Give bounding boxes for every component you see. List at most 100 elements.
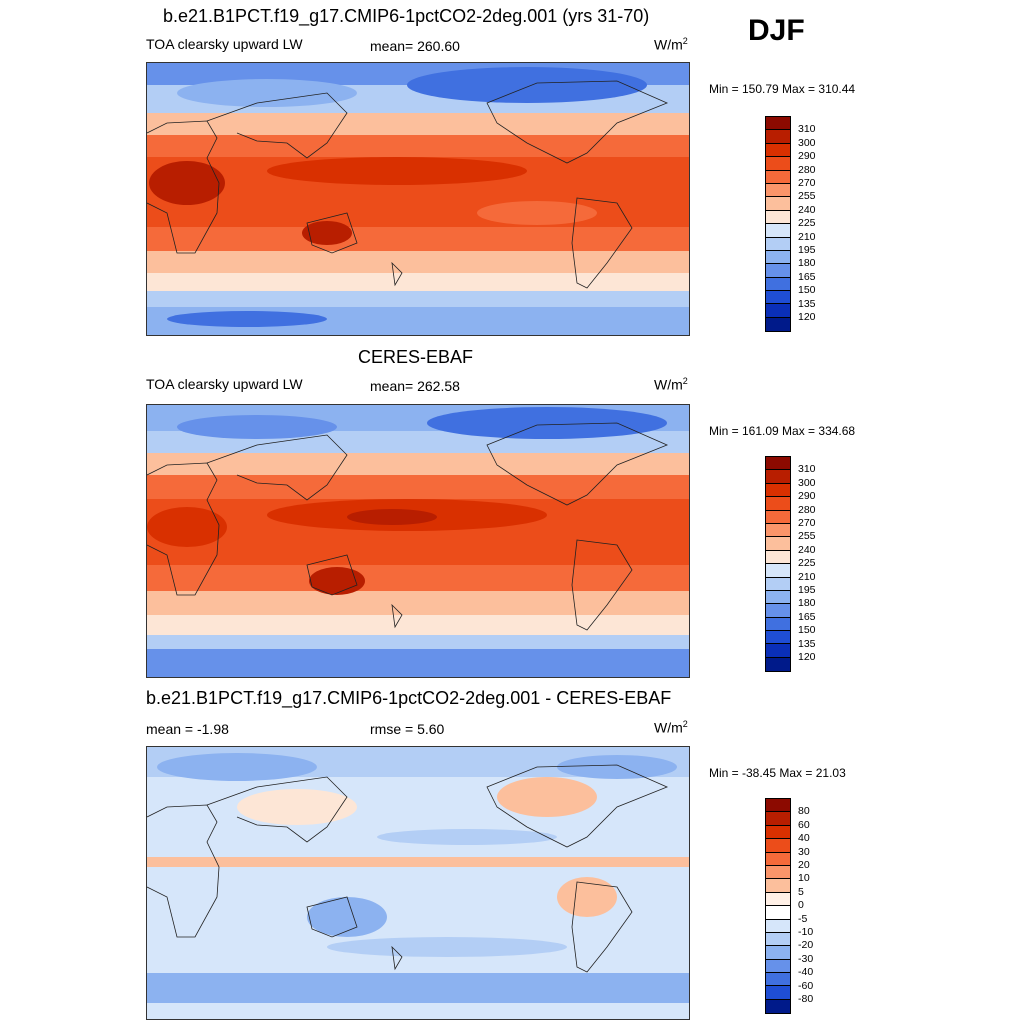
colorbar-tick-label: -5: [798, 912, 808, 925]
colorbar-segment: [766, 932, 790, 947]
colorbar-segment: [766, 523, 790, 538]
colorbar-segment: [766, 825, 790, 840]
colorbar-tick-label: 300: [798, 136, 816, 149]
colorbar-segment: [766, 497, 790, 511]
panel2-colorbar: [765, 456, 791, 673]
panel2-mean: mean= 262.58: [370, 378, 460, 394]
colorbar-tick-label: 180: [798, 257, 816, 270]
panel3-title: b.e21.B1PCT.f19_g17.CMIP6-1pctCO2-2deg.0…: [146, 688, 672, 708]
colorbar-segment: [766, 197, 790, 211]
colorbar-tick-label: -80: [798, 993, 814, 1005]
panel3-rmse: rmse = 5.60: [370, 721, 445, 737]
colorbar-segment: [766, 919, 790, 933]
colorbar-segment: [766, 577, 790, 591]
colorbar-segment: [766, 906, 790, 920]
colorbar-tick-label: 210: [798, 570, 816, 583]
colorbar-tick-label: 60: [798, 818, 810, 831]
panel1-minmax: Min = 150.79 Max = 310.44: [709, 82, 856, 96]
colorbar-tick-label: 255: [798, 190, 816, 203]
panel2-variable: TOA clearsky upward LW: [146, 376, 303, 392]
colorbar-tick-label: -10: [798, 926, 814, 938]
colorbar-segment: [766, 879, 790, 893]
colorbar-tick-label: 135: [798, 297, 816, 310]
colorbar-tick-label: 150: [798, 284, 816, 297]
panel1-map-field: [147, 63, 689, 335]
colorbar-segment: [766, 157, 790, 171]
colorbar-tick-label: 20: [798, 859, 810, 871]
colorbar-segment: [766, 617, 790, 632]
colorbar-tick-label: 150: [798, 624, 816, 637]
panel3-minmax: Min = -38.45 Max = 21.03: [709, 766, 846, 780]
colorbar-tick-label: 280: [798, 163, 816, 176]
colorbar-tick-label: 30: [798, 845, 810, 858]
season-label: DJF: [748, 14, 805, 47]
colorbar-segment: [766, 483, 790, 498]
colorbar-tick-label: 290: [798, 150, 816, 163]
colorbar-tick-label: 225: [798, 557, 816, 570]
panel2-coastlines: [147, 422, 669, 631]
colorbar-segment: [766, 117, 790, 131]
colorbar-segment: [766, 510, 790, 524]
colorbar-tick-label: 0: [798, 899, 804, 912]
colorbar-tick-label: 195: [798, 244, 816, 256]
colorbar-segment: [766, 959, 790, 974]
panel2-units: W/m2: [654, 376, 688, 393]
colorbar-segment: [766, 210, 790, 225]
panel1-map: [146, 62, 690, 336]
panel1-variable: TOA clearsky upward LW: [146, 36, 303, 52]
colorbar-segment: [766, 812, 790, 826]
colorbar-tick-label: 135: [798, 637, 816, 650]
colorbar-segment: [766, 470, 790, 484]
colorbar-tick-label: 210: [798, 230, 816, 243]
panel3-units: W/m2: [654, 719, 688, 736]
colorbar-tick-label: 225: [798, 217, 816, 230]
panel3-coastlines: [147, 764, 669, 973]
colorbar-segment: [766, 865, 790, 880]
panel2-map: [146, 404, 690, 678]
panel2-map-field: [147, 405, 689, 677]
panel1-mean: mean= 260.60: [370, 38, 460, 54]
colorbar-segment: [766, 986, 790, 1000]
panel3-mean: mean = -1.98: [146, 721, 229, 737]
colorbar-segment: [766, 999, 790, 1014]
colorbar-segment: [766, 143, 790, 158]
panel1-coastlines: [147, 80, 669, 289]
colorbar-segment: [766, 277, 790, 292]
panel2-minmax: Min = 161.09 Max = 334.68: [709, 424, 856, 438]
colorbar-segment: [766, 264, 790, 278]
colorbar-segment: [766, 604, 790, 618]
colorbar-tick-label: 195: [798, 584, 816, 596]
panel3-map-field: [147, 747, 689, 1019]
colorbar-tick-label: -40: [798, 966, 814, 979]
colorbar-segment: [766, 250, 790, 265]
colorbar-tick-label: 10: [798, 872, 810, 885]
colorbar-tick-label: 165: [798, 610, 816, 623]
colorbar-segment: [766, 183, 790, 198]
colorbar-tick-label: 120: [798, 651, 816, 663]
colorbar-segment: [766, 550, 790, 565]
colorbar-tick-label: 280: [798, 503, 816, 516]
colorbar-tick-label: 165: [798, 270, 816, 283]
colorbar-segment: [766, 224, 790, 238]
colorbar-tick-label: 310: [798, 123, 816, 136]
colorbar-segment: [766, 631, 790, 645]
colorbar-tick-label: 270: [798, 517, 816, 529]
colorbar-segment: [766, 892, 790, 907]
colorbar-tick-label: 290: [798, 490, 816, 503]
colorbar-segment: [766, 946, 790, 960]
panel2-title: CERES-EBAF: [358, 347, 474, 367]
colorbar-segment: [766, 317, 790, 332]
colorbar-tick-label: 5: [798, 885, 804, 898]
colorbar-segment: [766, 564, 790, 578]
colorbar-segment: [766, 839, 790, 853]
colorbar-segment: [766, 237, 790, 251]
colorbar-segment: [766, 852, 790, 866]
panel3-colorbar: [765, 798, 791, 1015]
colorbar-tick-label: 80: [798, 805, 810, 818]
colorbar-tick-label: 40: [798, 832, 810, 845]
panel1-units: W/m2: [654, 36, 688, 53]
colorbar-segment: [766, 644, 790, 658]
colorbar-segment: [766, 170, 790, 184]
colorbar-tick-label: 120: [798, 311, 816, 323]
colorbar-tick-label: -60: [798, 979, 814, 992]
